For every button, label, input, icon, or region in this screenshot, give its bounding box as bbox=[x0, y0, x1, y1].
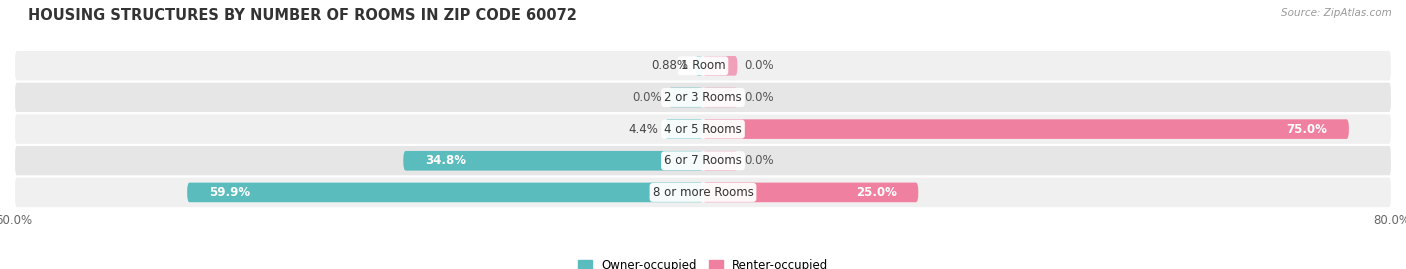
Legend: Owner-occupied, Renter-occupied: Owner-occupied, Renter-occupied bbox=[572, 254, 834, 269]
Text: 0.0%: 0.0% bbox=[744, 59, 773, 72]
FancyBboxPatch shape bbox=[703, 88, 738, 107]
Text: 4.4%: 4.4% bbox=[628, 123, 658, 136]
Text: 8 or more Rooms: 8 or more Rooms bbox=[652, 186, 754, 199]
FancyBboxPatch shape bbox=[703, 119, 1348, 139]
Text: 75.0%: 75.0% bbox=[1286, 123, 1327, 136]
FancyBboxPatch shape bbox=[669, 88, 703, 107]
Text: 0.0%: 0.0% bbox=[744, 91, 773, 104]
FancyBboxPatch shape bbox=[14, 50, 1392, 82]
Text: 0.0%: 0.0% bbox=[744, 154, 773, 167]
FancyBboxPatch shape bbox=[665, 119, 703, 139]
Text: 6 or 7 Rooms: 6 or 7 Rooms bbox=[664, 154, 742, 167]
Text: 0.88%: 0.88% bbox=[651, 59, 689, 72]
FancyBboxPatch shape bbox=[696, 56, 703, 76]
Text: 4 or 5 Rooms: 4 or 5 Rooms bbox=[664, 123, 742, 136]
Text: HOUSING STRUCTURES BY NUMBER OF ROOMS IN ZIP CODE 60072: HOUSING STRUCTURES BY NUMBER OF ROOMS IN… bbox=[28, 8, 576, 23]
FancyBboxPatch shape bbox=[404, 151, 703, 171]
Text: 25.0%: 25.0% bbox=[856, 186, 897, 199]
FancyBboxPatch shape bbox=[14, 113, 1392, 145]
Text: 34.8%: 34.8% bbox=[425, 154, 465, 167]
Text: 2 or 3 Rooms: 2 or 3 Rooms bbox=[664, 91, 742, 104]
FancyBboxPatch shape bbox=[14, 82, 1392, 113]
FancyBboxPatch shape bbox=[703, 151, 738, 171]
FancyBboxPatch shape bbox=[187, 183, 703, 202]
Text: 59.9%: 59.9% bbox=[208, 186, 250, 199]
FancyBboxPatch shape bbox=[14, 145, 1392, 176]
FancyBboxPatch shape bbox=[703, 56, 738, 76]
Text: Source: ZipAtlas.com: Source: ZipAtlas.com bbox=[1281, 8, 1392, 18]
FancyBboxPatch shape bbox=[14, 176, 1392, 208]
Text: 1 Room: 1 Room bbox=[681, 59, 725, 72]
Text: 0.0%: 0.0% bbox=[633, 91, 662, 104]
FancyBboxPatch shape bbox=[703, 183, 918, 202]
